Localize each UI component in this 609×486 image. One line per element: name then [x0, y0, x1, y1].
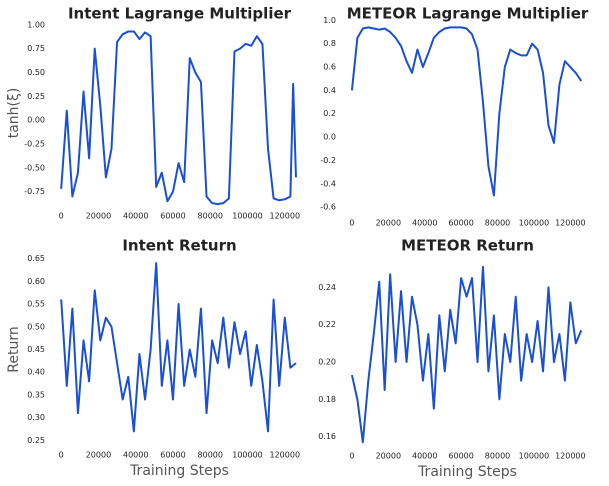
y-tick-label: 0.55 — [27, 300, 45, 309]
x-tick-label: 0 — [59, 212, 64, 221]
y-tick-label: 0.20 — [318, 358, 336, 367]
y-tick-label: 0.16 — [318, 432, 336, 441]
x-tick-label: 60000 — [160, 212, 185, 221]
y-tick-label: 0.24 — [318, 283, 336, 292]
line-series — [60, 30, 297, 206]
y-tick-label: -0.2 — [320, 156, 336, 165]
x-tick-label: 40000 — [123, 451, 148, 460]
x-axis-label: Training Steps — [417, 464, 517, 480]
x-tick-label: 60000 — [448, 219, 473, 228]
x-tick-label: 40000 — [412, 219, 437, 228]
line-series — [350, 265, 583, 444]
y-tick-label: 0.00 — [27, 116, 45, 125]
y-tick-label: 0.22 — [318, 320, 336, 329]
y-tick-label: -0.4 — [320, 179, 336, 188]
y-tick-label: -0.25 — [24, 140, 45, 149]
y-tick-label: 0.2 — [323, 109, 336, 118]
chart-title: Intent Return — [122, 237, 236, 255]
y-tick-label: 0.75 — [27, 44, 45, 53]
x-tick-label: 40000 — [123, 212, 148, 221]
y-tick-label: 0.30 — [27, 413, 45, 422]
line-series — [350, 26, 583, 197]
y-tick-label: 0.50 — [27, 322, 45, 331]
y-tick-label: 0.25 — [27, 436, 45, 445]
y-axis-label: tanh(ξ) — [6, 88, 22, 139]
x-tick-label: 120000 — [270, 451, 301, 460]
y-tick-label: 0.25 — [27, 92, 45, 101]
x-tick-label: 120000 — [555, 219, 586, 228]
y-tick-label: 0.60 — [27, 277, 45, 286]
x-tick-label: 60000 — [448, 452, 473, 461]
y-tick-label: 0.35 — [27, 390, 45, 399]
x-tick-label: 80000 — [198, 451, 223, 460]
x-tick-label: 120000 — [555, 452, 586, 461]
chart-title: METEOR Lagrange Multiplier — [347, 5, 589, 23]
y-tick-label: 0.50 — [27, 68, 45, 77]
y-tick-label: 0.18 — [318, 395, 336, 404]
y-tick-label: 0.6 — [323, 63, 336, 72]
x-tick-label: 20000 — [376, 219, 401, 228]
x-tick-label: 120000 — [270, 212, 301, 221]
y-tick-label: 1.00 — [27, 20, 45, 29]
x-tick-label: 80000 — [485, 452, 510, 461]
x-tick-label: 0 — [59, 451, 64, 460]
x-tick-label: 100000 — [519, 452, 550, 461]
y-tick-label: 0.65 — [27, 254, 45, 263]
chart-title: Intent Lagrange Multiplier — [68, 5, 292, 23]
x-tick-label: 60000 — [160, 451, 185, 460]
y-tick-label: 0.4 — [323, 86, 336, 95]
x-tick-label: 20000 — [86, 212, 111, 221]
y-tick-label: 0.8 — [323, 39, 336, 48]
x-tick-label: 100000 — [519, 219, 550, 228]
y-tick-label: 0.0 — [323, 133, 336, 142]
x-tick-label: 100000 — [232, 212, 263, 221]
x-tick-label: 40000 — [412, 452, 437, 461]
y-tick-label: -0.6 — [320, 203, 336, 212]
x-tick-label: 80000 — [485, 219, 510, 228]
x-tick-label: 80000 — [198, 212, 223, 221]
chart-title: METEOR Return — [401, 237, 534, 255]
y-tick-label: -0.75 — [24, 187, 45, 196]
x-axis-label: Training Steps — [129, 463, 229, 479]
line-series — [60, 262, 297, 433]
y-tick-label: 1.0 — [323, 16, 336, 25]
y-tick-label: 0.45 — [27, 345, 45, 354]
x-tick-label: 100000 — [232, 451, 263, 460]
y-tick-label: 0.40 — [27, 368, 45, 377]
x-tick-label: 0 — [349, 219, 354, 228]
x-tick-label: 0 — [349, 452, 354, 461]
y-axis-label: Return — [6, 326, 22, 372]
x-tick-label: 20000 — [86, 451, 111, 460]
x-tick-label: 20000 — [376, 452, 401, 461]
y-tick-label: -0.50 — [24, 163, 45, 172]
